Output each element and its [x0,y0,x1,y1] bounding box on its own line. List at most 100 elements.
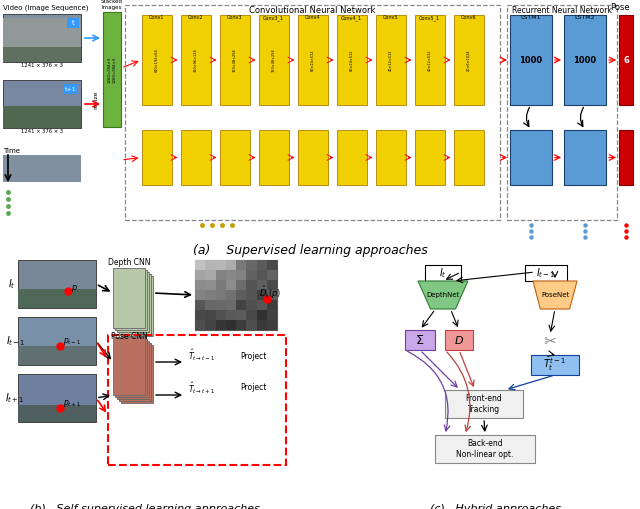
Bar [376,130,406,185]
Text: Conv1: Conv1 [148,15,164,20]
Text: ✂: ✂ [543,334,556,350]
Bar [141,130,172,185]
Bar [257,280,267,290]
Bar [3,18,81,47]
Bar [115,339,147,397]
Bar [619,15,633,105]
Text: $D$: $D$ [454,334,464,346]
Bar [510,15,552,105]
Bar [141,15,172,105]
Bar [63,84,78,94]
Bar [298,130,328,185]
Bar [525,265,567,281]
Text: $\hat{T}_{t\rightarrow t-1}$: $\hat{T}_{t\rightarrow t-1}$ [188,347,215,363]
Bar [259,130,289,185]
Text: $\Sigma$: $\Sigma$ [415,333,424,347]
Bar [267,300,277,310]
Bar [205,290,216,300]
Text: $I_{t-1}$: $I_{t-1}$ [536,266,556,280]
Bar [257,290,267,300]
Bar [216,310,226,320]
Bar [425,265,461,281]
Text: 160×48×256: 160×48×256 [271,48,275,72]
Bar [226,300,236,310]
Text: Back-end
Non-linear opt.: Back-end Non-linear opt. [456,439,514,459]
Bar [257,320,267,330]
Bar [415,15,445,105]
Text: Conv5_1: Conv5_1 [419,15,440,21]
Bar [267,320,277,330]
Text: 1260×384×3
1260×384×3: 1260×384×3 1260×384×3 [108,56,116,82]
Bar [18,405,96,422]
Bar [205,300,216,310]
Text: $\hat{D}_t(p)$: $\hat{D}_t(p)$ [259,284,281,301]
Bar [195,310,205,320]
Text: Front-end
Tracking: Front-end Tracking [466,394,502,414]
Text: PoseNet: PoseNet [541,292,569,298]
Text: Time: Time [3,148,20,154]
Text: Conv2: Conv2 [188,15,204,20]
Bar [195,300,205,310]
Bar [195,320,205,330]
Bar [226,270,236,280]
Bar [195,260,205,270]
Polygon shape [533,281,577,309]
Bar [216,280,226,290]
Text: Conv6: Conv6 [461,15,476,20]
Bar [236,290,246,300]
Bar [205,310,216,320]
Bar [115,270,147,330]
Bar [246,270,257,280]
Bar [205,280,216,290]
Text: 1241 × 376 × 3: 1241 × 376 × 3 [21,129,63,134]
Bar [236,320,246,330]
Text: $p$: $p$ [71,282,78,294]
Text: 40×12×512: 40×12×512 [388,49,392,71]
Text: Conv3: Conv3 [227,15,243,20]
Bar [195,290,205,300]
Text: t+1: t+1 [65,87,77,92]
Bar [113,337,145,395]
Text: Pose: Pose [610,3,630,12]
Bar [267,290,277,300]
Bar [205,270,216,280]
Bar [454,15,483,105]
Bar [257,310,267,320]
Bar [113,268,145,328]
Text: $I_{t+1}$: $I_{t+1}$ [5,391,24,405]
Bar [337,15,367,105]
Text: $T_t^{t-1}$: $T_t^{t-1}$ [543,357,566,374]
Text: 80×24×512: 80×24×512 [349,49,353,71]
Bar [205,260,216,270]
Bar [103,12,121,127]
Bar [121,345,153,403]
Bar [180,15,211,105]
Bar [18,260,96,308]
Text: 320×96×128: 320×96×128 [193,48,198,72]
Text: Stacked
Images: Stacked Images [101,0,123,10]
Bar [236,270,246,280]
Bar [216,270,226,280]
Bar [246,300,257,310]
Text: Video (Image Sequence): Video (Image Sequence) [3,4,88,11]
Text: 1241 × 376 × 3: 1241 × 376 × 3 [21,63,63,68]
Bar [267,270,277,280]
Bar [246,260,257,270]
Text: resize: resize [93,91,99,109]
Bar [119,274,151,334]
Text: Conv3_1: Conv3_1 [263,15,284,21]
Bar [257,260,267,270]
Bar [236,300,246,310]
Bar [445,390,523,418]
Text: LSTM1: LSTM1 [521,15,541,20]
Bar [246,280,257,290]
Text: DepthNet: DepthNet [426,292,460,298]
Text: LSTM2: LSTM2 [575,15,595,20]
Text: t: t [72,20,74,26]
Text: (c)   Hybrid approaches: (c) Hybrid approaches [429,504,561,509]
Bar [3,106,81,128]
Bar [3,14,81,62]
Text: Project: Project [240,383,266,392]
Bar [267,310,277,320]
Bar [337,130,367,185]
